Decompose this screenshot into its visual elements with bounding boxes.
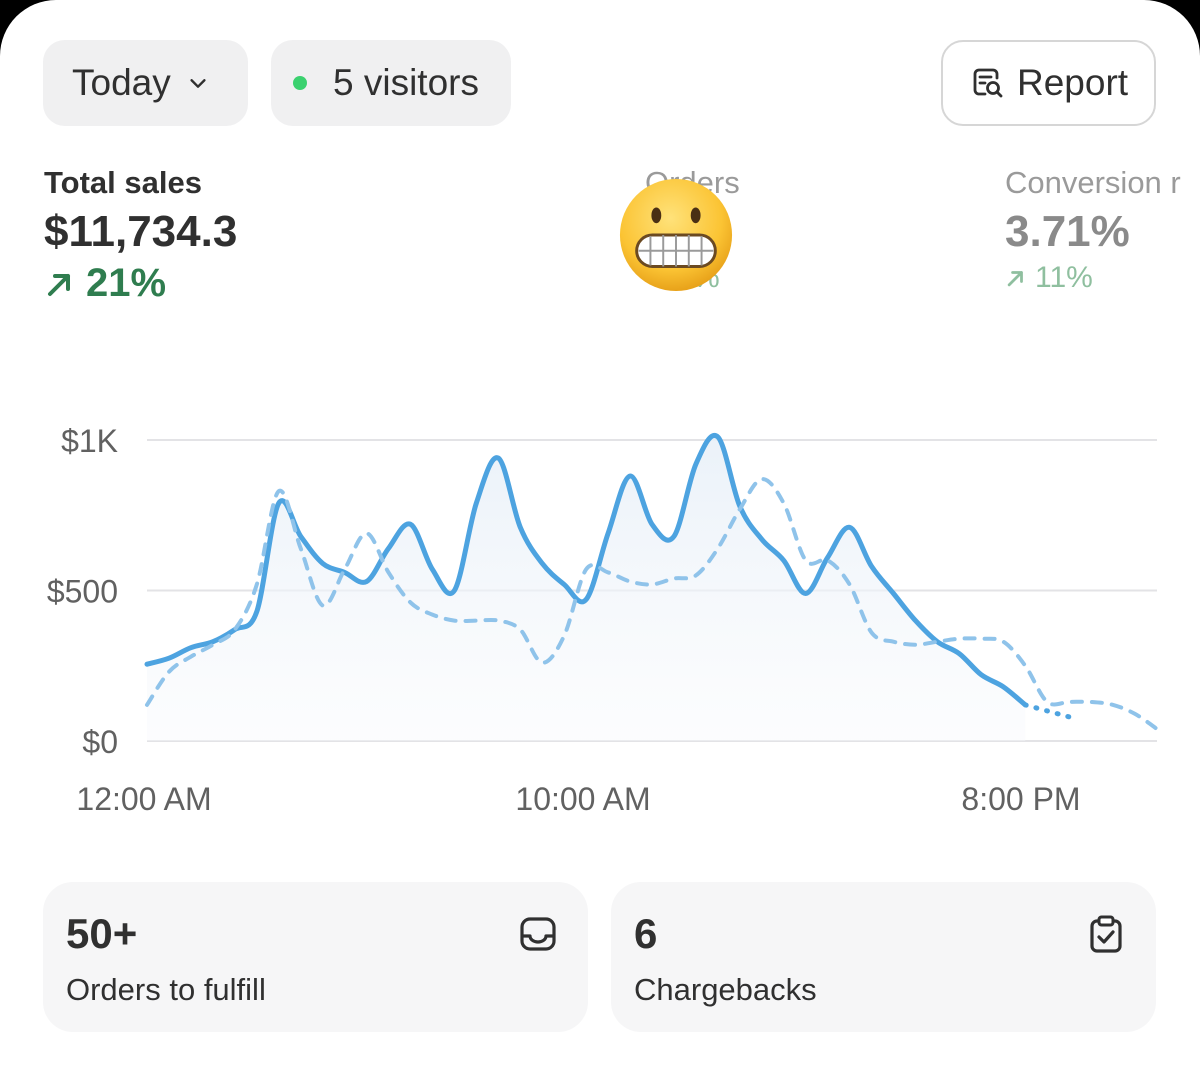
tile-label: Orders to fulfill (66, 972, 266, 1007)
sales-chart[interactable]: $0 $500 $1K 12:00 AM 10:00 AM 8:00 PM (0, 400, 1200, 840)
series-line-comparison (145, 477, 1159, 731)
orders-to-fulfill-tile[interactable]: 50+ Orders to fulfill (43, 882, 588, 1032)
report-search-icon (973, 68, 1003, 98)
y-tick-label: $500 (47, 574, 118, 610)
metric-conversion-rate[interactable]: Conversion r 3.71% 11% (1005, 165, 1181, 295)
chargebacks-tile[interactable]: 6 Chargebacks (611, 882, 1156, 1032)
clipboard-check-icon (1090, 915, 1122, 953)
live-visitors-pill[interactable]: 5 visitors (271, 40, 511, 126)
tile-count: 50+ (66, 910, 138, 957)
series-line-projection (1022, 702, 1072, 720)
metric-change-value: 11% (1035, 261, 1093, 294)
grimacing-face-emoji (619, 178, 733, 292)
chevron-down-icon (190, 79, 206, 88)
tile-count: 6 (634, 910, 658, 957)
metric-change: 11% (1005, 261, 1181, 295)
x-tick-label: 8:00 PM (961, 781, 1080, 817)
x-tick-label: 12:00 AM (76, 781, 211, 817)
metric-label: Conversion r (1005, 165, 1181, 200)
metric-label: Total sales (44, 165, 202, 200)
metric-change: 21% (44, 261, 237, 306)
metric-value: 3.71% (1005, 207, 1130, 256)
metric-value: $11,734.3 (44, 207, 238, 256)
metric-change-value: 21% (86, 261, 167, 305)
inbox-icon (520, 917, 556, 951)
report-label: Report (1017, 62, 1129, 103)
live-dot-icon (293, 76, 307, 90)
report-button[interactable]: Report (941, 40, 1156, 126)
visitors-label: 5 visitors (333, 62, 479, 103)
y-tick-label: $1K (61, 423, 118, 459)
tile-label: Chargebacks (634, 972, 817, 1007)
arrow-up-right-icon (1007, 271, 1023, 287)
series-area (147, 435, 1026, 741)
period-selector[interactable]: Today (43, 40, 248, 126)
y-tick-label: $0 (82, 724, 118, 760)
arrow-up-right-icon (48, 273, 70, 296)
period-label: Today (72, 62, 171, 103)
series-line-today (144, 432, 1028, 708)
x-tick-label: 10:00 AM (515, 781, 650, 817)
metric-total-sales[interactable]: Total sales $11,734.3 21% (44, 165, 237, 306)
